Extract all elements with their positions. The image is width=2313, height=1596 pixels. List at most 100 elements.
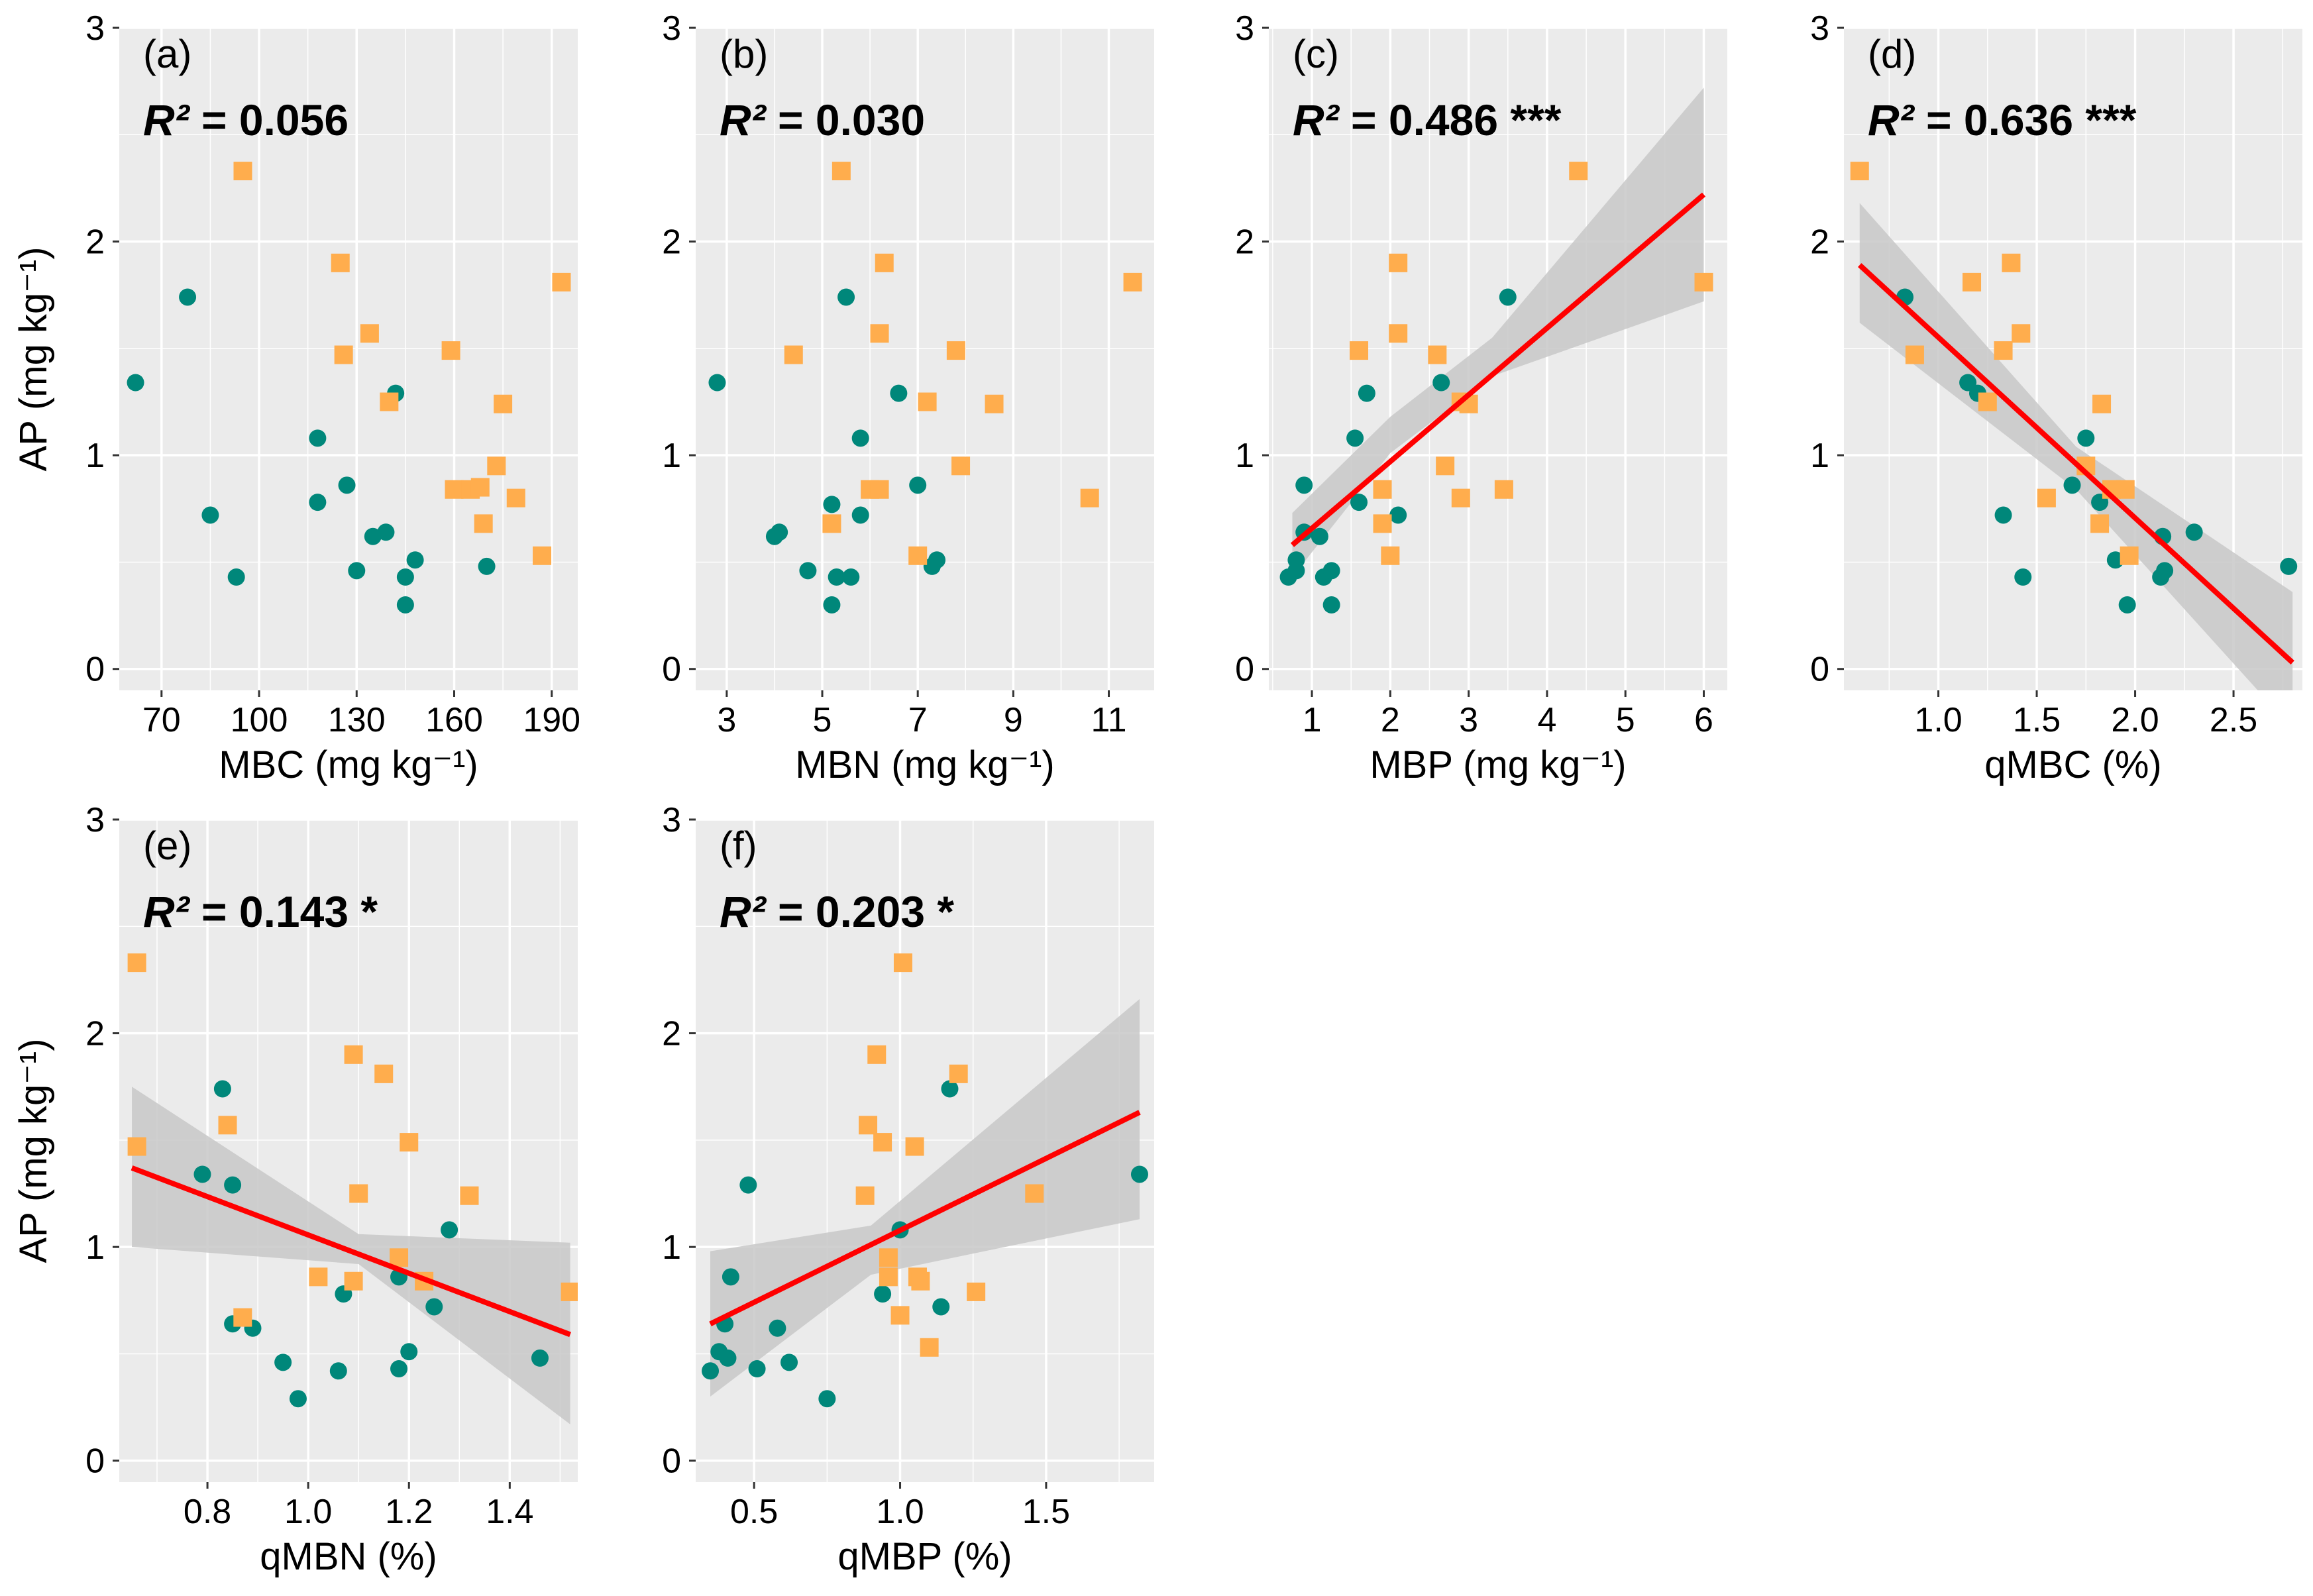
circle-marker-icon (722, 1268, 739, 1286)
r-squared-value: = 0.030 (766, 95, 925, 144)
square-marker-icon (1373, 480, 1392, 499)
circle-marker-icon (874, 1285, 892, 1303)
r-squared-symbol: R² (1868, 95, 1915, 144)
x-tick-label: 1.5 (1022, 1493, 1070, 1531)
panel-label: (a) (143, 32, 191, 76)
significance-stars: *** (2073, 95, 2137, 144)
square-marker-icon (561, 1282, 578, 1301)
panel-c: 1 2 3 4 5 6 0 1 2 3 MBP (mg kg⁻¹) (c) R² = 0.486 *** (1235, 9, 1727, 786)
x-tick-label: 1.0 (1914, 701, 1962, 739)
panel-label: (b) (720, 32, 768, 76)
square-marker-icon (784, 345, 803, 364)
circle-marker-icon (2063, 476, 2081, 494)
y-tick-label: 1 (85, 437, 105, 475)
circle-marker-icon (201, 506, 219, 524)
circle-marker-icon (799, 562, 817, 580)
y-tick-label: 0 (662, 1442, 681, 1481)
circle-marker-icon (928, 551, 946, 569)
panel-b: 3 5 7 9 11 0 1 2 3 MBN (mg kg⁻¹) (b) R² = 0.030 (662, 9, 1154, 786)
circle-marker-icon (1432, 374, 1450, 392)
circle-marker-icon (179, 288, 197, 306)
y-tick-label: 2 (662, 223, 681, 262)
square-marker-icon (1350, 341, 1369, 360)
circle-marker-icon (289, 1390, 307, 1408)
circle-marker-icon (193, 1165, 211, 1183)
circle-marker-icon (1499, 288, 1517, 306)
panel-a: 70 100 130 160 190 0 1 2 3 MBC (mg kg⁻¹) AP (mg kg… (12, 9, 580, 786)
square-marker-icon (1905, 345, 1924, 364)
x-tick-label: 2 (1381, 701, 1400, 739)
circle-marker-icon (329, 1362, 347, 1380)
significance-stars: * (925, 887, 954, 936)
circle-marker-icon (2280, 557, 2298, 575)
r-squared-annotation: R² = 0.056 (143, 95, 349, 144)
circle-marker-icon (406, 551, 424, 569)
square-marker-icon (1694, 272, 1713, 292)
square-marker-icon (967, 1282, 986, 1301)
x-axis-title: qMBN (%) (260, 1535, 437, 1578)
square-marker-icon (1025, 1184, 1044, 1203)
panel-label: (c) (1293, 32, 1339, 76)
panel-label: (e) (143, 824, 191, 868)
circle-marker-icon (941, 1080, 959, 1098)
confidence-band (1292, 87, 1704, 578)
circle-marker-icon (396, 568, 414, 586)
square-marker-icon (1994, 341, 2013, 360)
y-tick-label: 0 (1235, 651, 1254, 689)
circle-marker-icon (851, 429, 869, 447)
x-tick-label: 100 (231, 701, 288, 739)
y-tick-label: 0 (662, 651, 681, 689)
circle-marker-icon (851, 506, 869, 524)
x-tick-label: 5 (813, 701, 832, 739)
circle-marker-icon (274, 1354, 292, 1371)
circle-marker-icon (1358, 384, 1375, 402)
plot-area (696, 28, 1154, 690)
circle-marker-icon (1295, 476, 1313, 494)
panel-label: (f) (720, 824, 757, 868)
circle-marker-icon (780, 1354, 798, 1371)
y-tick-label: 1 (1235, 437, 1254, 475)
square-marker-icon (1451, 488, 1470, 507)
square-marker-icon (2002, 253, 2021, 272)
circle-marker-icon (818, 1390, 836, 1408)
circle-marker-icon (478, 557, 496, 575)
square-marker-icon (1373, 514, 1392, 533)
confidence-band (132, 1087, 570, 1424)
r-squared-value: = 0.636 (1914, 95, 2073, 144)
square-marker-icon (1381, 546, 1400, 565)
x-axis-title: MBC (mg kg⁻¹) (219, 743, 478, 786)
square-marker-icon (1428, 345, 1447, 364)
square-marker-icon (822, 514, 841, 533)
circle-marker-icon (748, 1360, 766, 1378)
y-axis-title: AP (mg kg⁻¹) (12, 247, 55, 472)
r-squared-value: = 0.203 (766, 887, 925, 936)
square-marker-icon (445, 480, 464, 499)
r-squared-value: = 0.143 (189, 887, 349, 936)
y-tick-label: 0 (85, 651, 105, 689)
y-tick-label: 3 (85, 801, 105, 839)
plot-area (696, 820, 1154, 1482)
regression-line (1858, 263, 2294, 665)
square-marker-icon (474, 514, 493, 533)
x-axis-title: MBN (mg kg⁻¹) (795, 743, 1055, 786)
r-squared-value: = 0.056 (189, 95, 349, 144)
x-tick-label: 6 (1694, 701, 1713, 739)
square-marker-icon (487, 456, 506, 476)
x-tick-label: 4 (1537, 701, 1556, 739)
y-tick-label: 2 (85, 1015, 105, 1053)
square-marker-icon (879, 1267, 898, 1287)
panel-e: 0.8 1.0 1.2 1.4 0 1 2 3 qMBN (%) AP (mg kg⁻¹) (e) R… (12, 801, 578, 1578)
square-marker-icon (1389, 324, 1408, 343)
circle-marker-icon (338, 476, 356, 494)
x-tick-label: 11 (1091, 701, 1127, 739)
x-axis-title: qMBC (%) (1984, 743, 2161, 786)
y-tick-label: 2 (1810, 223, 1829, 262)
circle-marker-icon (309, 494, 327, 511)
plot-area (1269, 28, 1727, 690)
x-tick-label: 9 (1004, 701, 1023, 739)
r-squared-value: = 0.486 (1339, 95, 1498, 144)
circle-marker-icon (823, 596, 841, 613)
square-marker-icon (494, 394, 513, 413)
circle-marker-icon (2014, 568, 2032, 586)
